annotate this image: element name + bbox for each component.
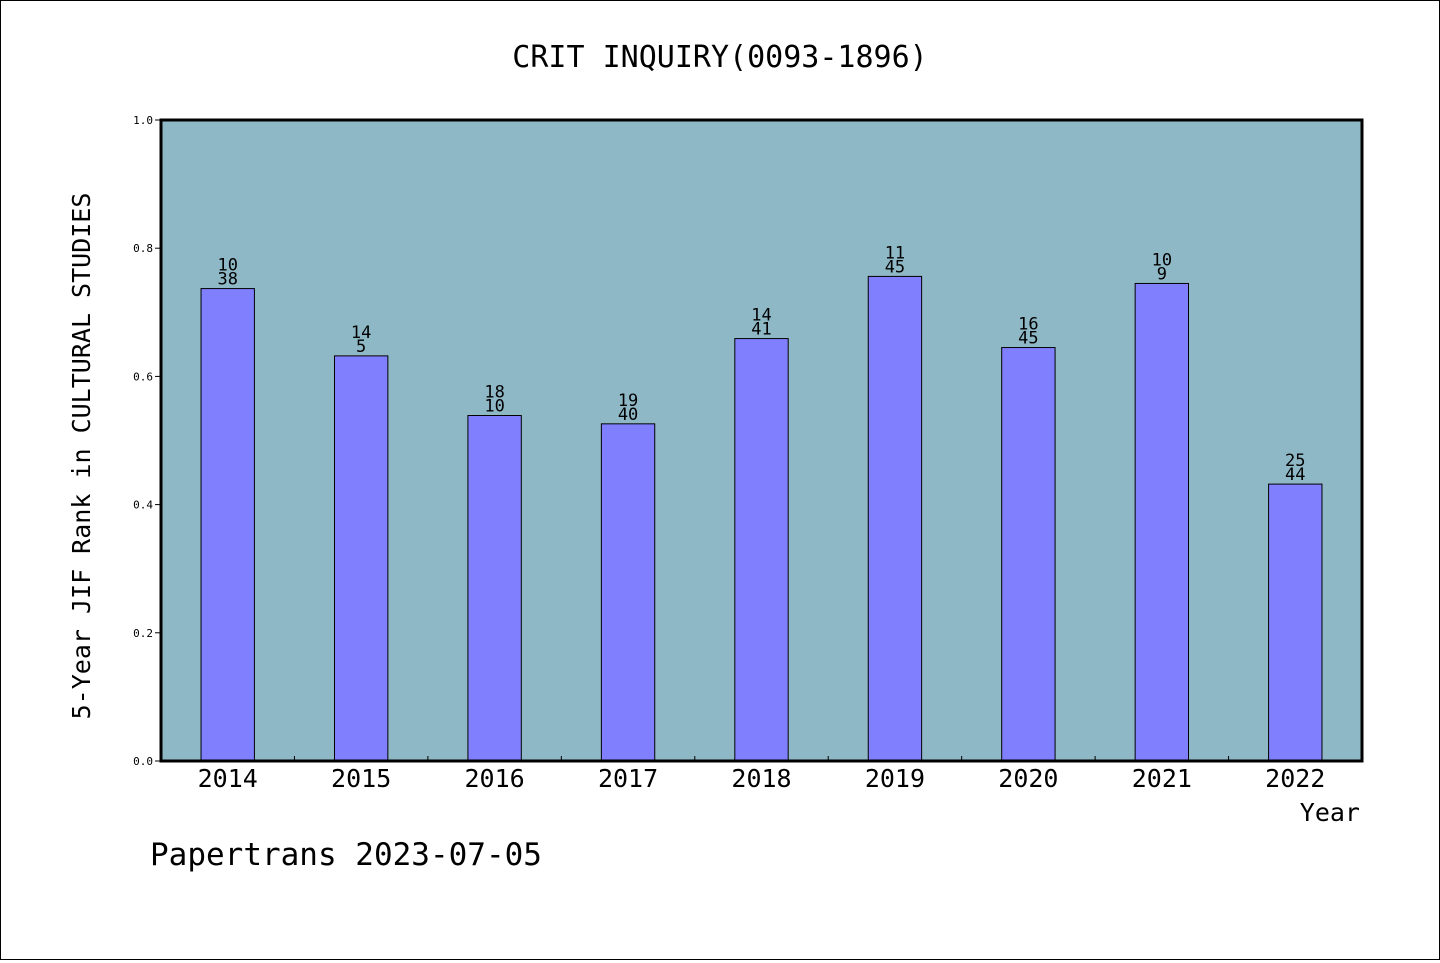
y-axis-ticks: 0.0 0.2 0.4 0.6 0.8 1.0 <box>133 114 161 768</box>
footer-note: Papertrans 2023-07-05 <box>150 837 542 873</box>
bar-data-label: 18 <box>484 383 504 403</box>
bar-2015 <box>333 355 389 762</box>
bar-2018 <box>734 338 789 762</box>
bar-data-label: 19 <box>618 391 638 411</box>
bar-2019 <box>867 275 923 762</box>
y-tick-label: 0.4 <box>133 499 153 512</box>
y-axis-label: 5-Year JIF Rank in CULTURAL STUDIES <box>67 193 96 720</box>
bar-2020 <box>1001 347 1056 762</box>
bar-2014 <box>200 288 255 762</box>
bar-data-label: 5 <box>356 337 366 357</box>
x-axis-ticks: 2014 2015 2016 2017 2018 2019 2020 2021 2022 <box>198 756 1325 793</box>
bar-2021 <box>1134 282 1190 762</box>
bar-data-label: 25 <box>1285 451 1305 471</box>
x-tick-label: 2022 <box>1265 764 1325 793</box>
x-axis-label: Year <box>1300 798 1360 827</box>
bar-data-label: 44 <box>1285 465 1305 485</box>
bar-data-label: 10 <box>217 256 237 276</box>
bar-data-label: 45 <box>1018 329 1038 349</box>
bar-data-label: 41 <box>751 320 771 340</box>
bar-data-label: 10 <box>484 397 504 417</box>
x-tick-label: 2016 <box>465 764 525 793</box>
bar-data-label: 14 <box>751 306 771 326</box>
y-tick-label: 0.8 <box>133 242 153 255</box>
x-tick-label: 2017 <box>598 764 658 793</box>
bar-data-label: 14 <box>351 323 371 343</box>
x-tick-label: 2018 <box>731 764 791 793</box>
y-tick-label: 0.6 <box>133 370 153 383</box>
bar-data-label: 16 <box>1018 315 1038 335</box>
bar-data-label: 11 <box>885 243 905 263</box>
x-tick-label: 2014 <box>198 764 258 793</box>
y-tick-label: 1.0 <box>133 114 153 127</box>
bar-data-label: 9 <box>1157 264 1167 284</box>
bars-group <box>200 275 1323 762</box>
y-tick-label: 0.2 <box>133 627 153 640</box>
x-tick-label: 2021 <box>1132 764 1192 793</box>
bar-2016 <box>467 415 522 762</box>
plot-border <box>159 118 1364 763</box>
bar-2017 <box>600 423 656 762</box>
x-tick-label: 2020 <box>998 764 1058 793</box>
bar-2022 <box>1268 483 1323 762</box>
bar-data-label: 45 <box>885 257 905 277</box>
y-tick-label: 0.0 <box>133 755 153 768</box>
x-tick-label: 2015 <box>331 764 391 793</box>
bar-data-label: 38 <box>217 270 237 290</box>
x-tick-label: 2019 <box>865 764 925 793</box>
bar-data-label: 40 <box>618 405 638 425</box>
chart-title: CRIT INQUIRY(0093-1896) <box>512 40 927 75</box>
bar-data-label: 10 <box>1152 250 1172 270</box>
